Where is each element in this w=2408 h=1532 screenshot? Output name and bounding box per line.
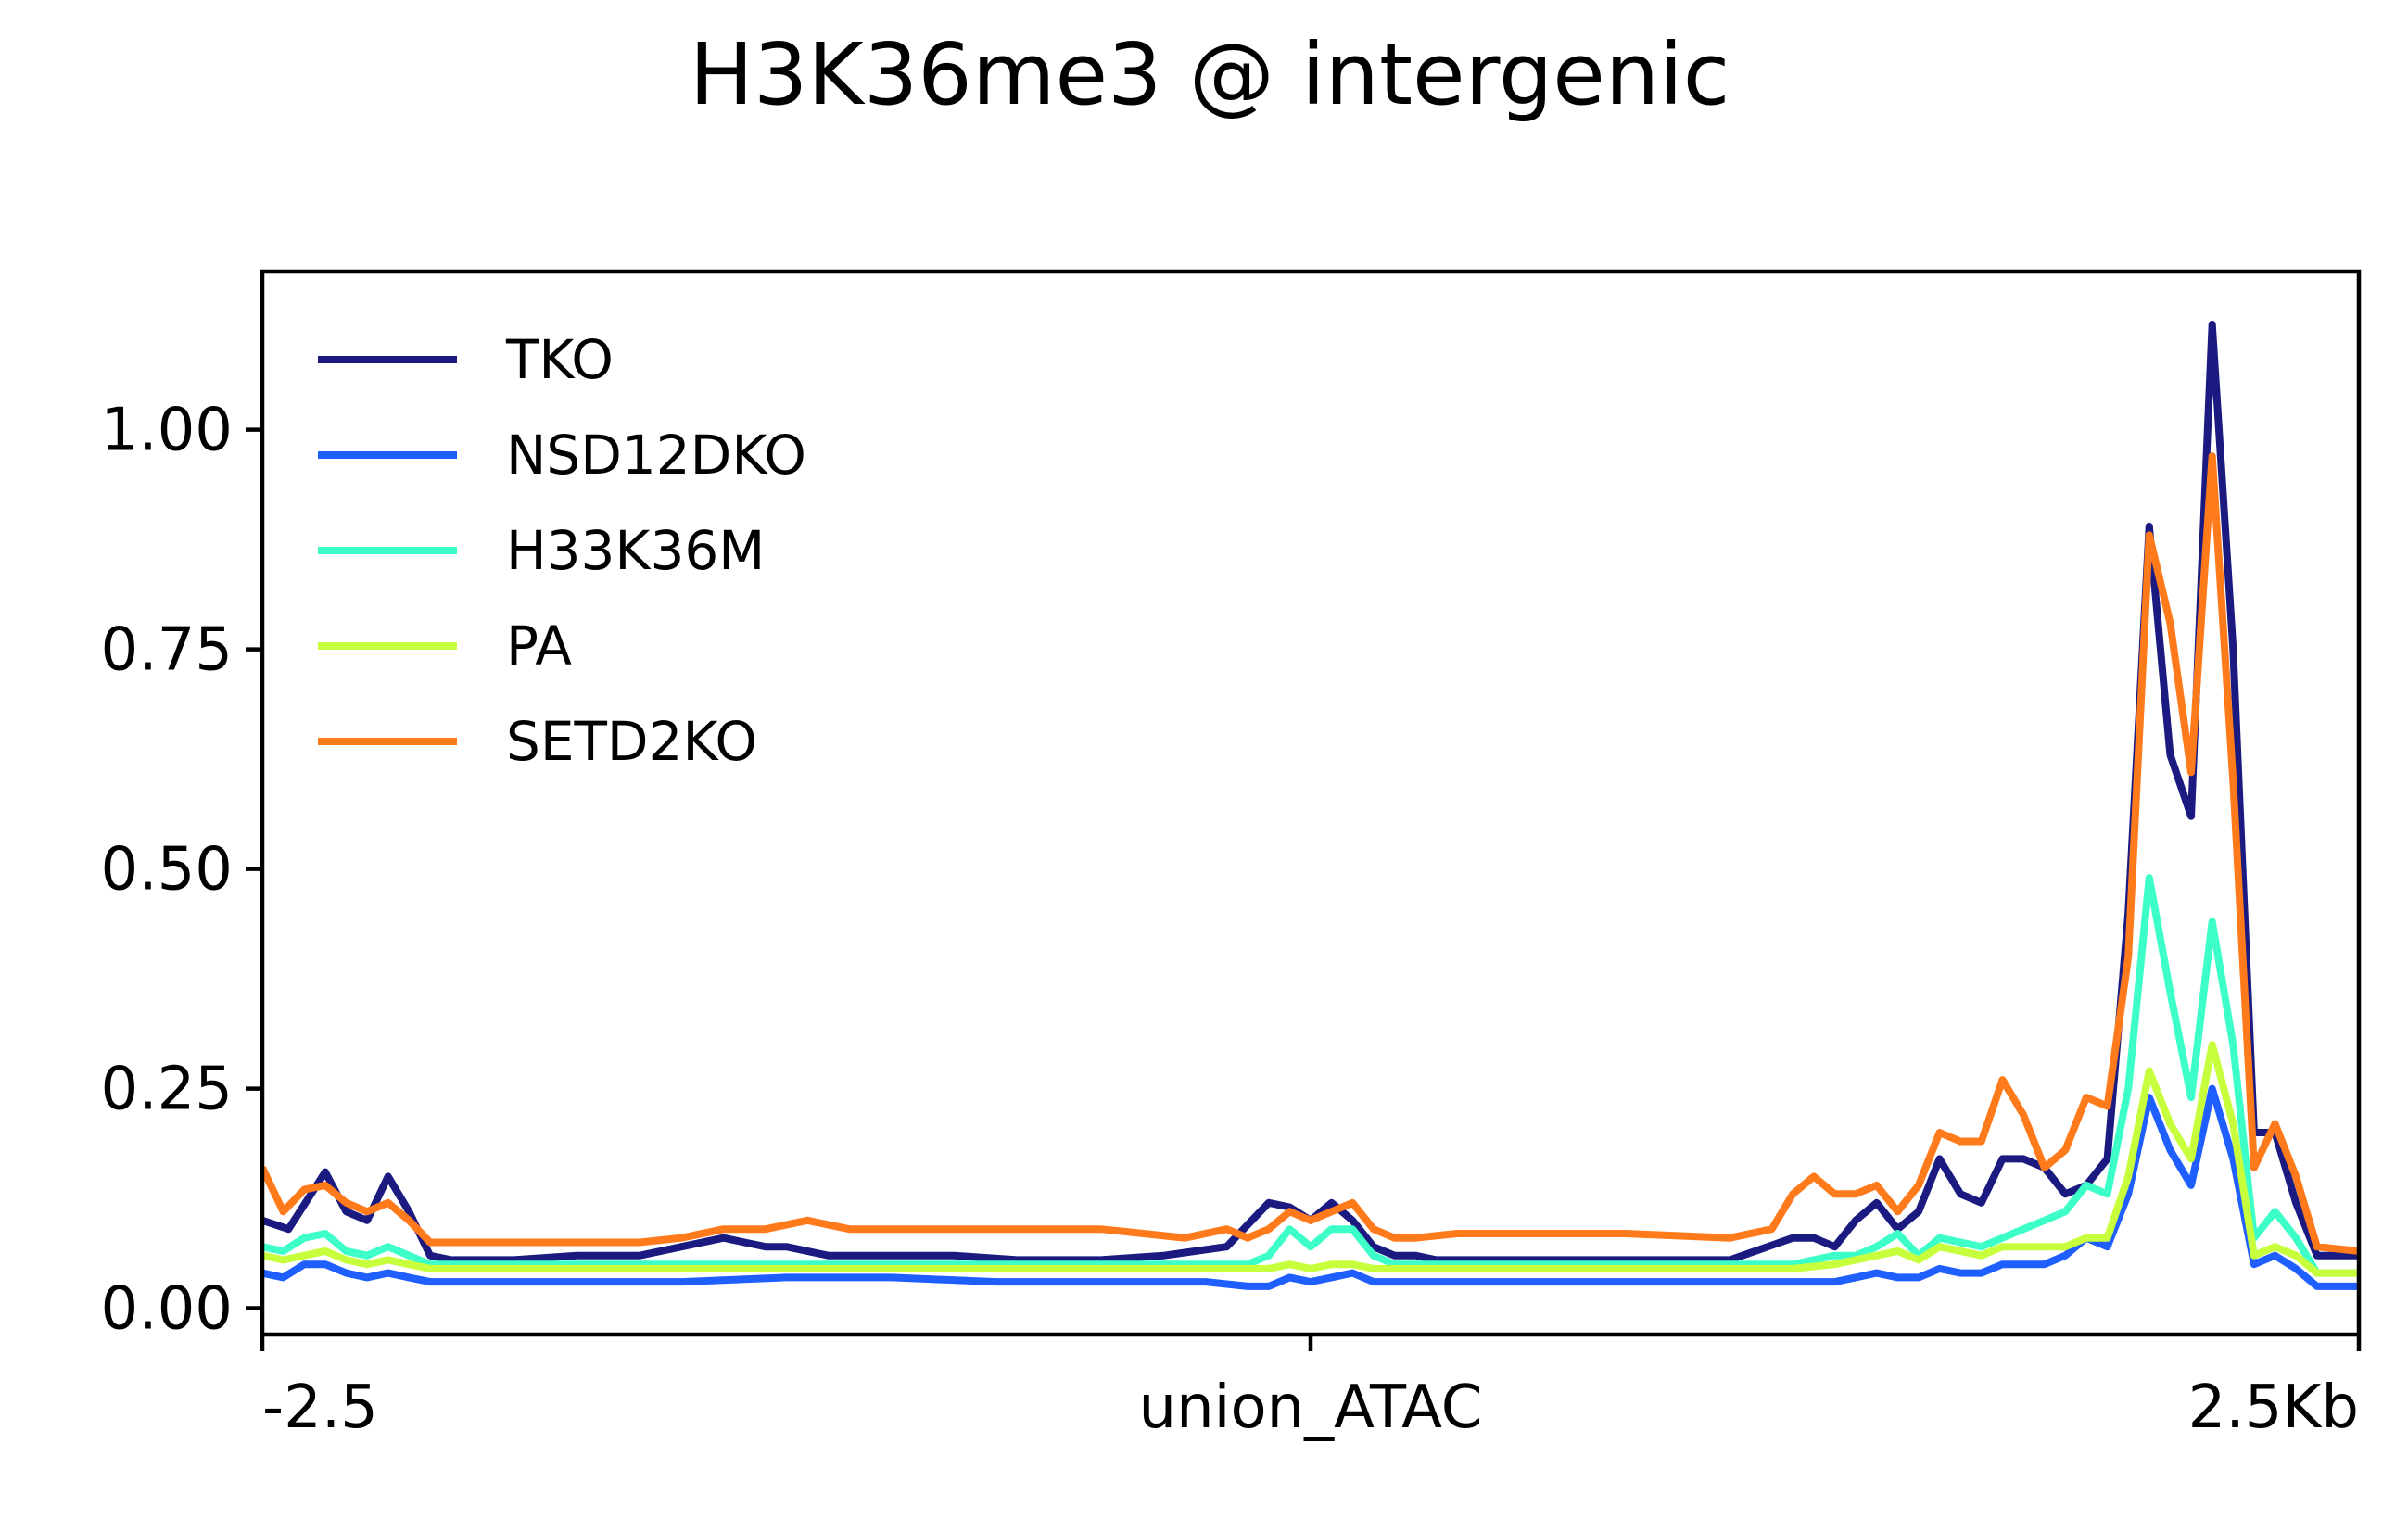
x-tick-label: union_ATAC bbox=[1139, 1374, 1483, 1442]
chart-title: H3K36me3 @ intergenic bbox=[690, 25, 1730, 124]
y-tick-label: 0.00 bbox=[101, 1275, 234, 1344]
series-line-setd2ko bbox=[262, 452, 2359, 1255]
y-tick-label: 0.50 bbox=[101, 836, 234, 905]
legend-label-h33k36m: H33K36M bbox=[506, 519, 765, 582]
y-tick-label: 0.75 bbox=[101, 616, 234, 685]
y-tick-label: 1.00 bbox=[101, 397, 234, 465]
series-line-h33k36m bbox=[262, 874, 2359, 1277]
series-line-nsd12dko bbox=[262, 1084, 2359, 1290]
x-tick-label: -2.5 bbox=[262, 1374, 378, 1442]
y-axis: 0.00 0.25 0.50 0.75 1.00 bbox=[101, 397, 262, 1344]
y-tick-label: 0.25 bbox=[101, 1056, 234, 1124]
legend-label-nsd12dko: NSD12DKO bbox=[506, 424, 806, 487]
x-axis: -2.5 union_ATAC 2.5Kb bbox=[260, 1335, 2362, 1442]
series-layer bbox=[262, 320, 2359, 1290]
legend-label-tko: TKO bbox=[505, 328, 614, 391]
series-line-pa bbox=[262, 1041, 2359, 1277]
legend-label-setd2ko: SETD2KO bbox=[506, 710, 757, 773]
x-tick-label: 2.5Kb bbox=[2188, 1374, 2359, 1442]
legend: TKO NSD12DKO H33K36M PA SETD2KO bbox=[318, 328, 806, 773]
legend-label-pa: PA bbox=[506, 614, 572, 677]
